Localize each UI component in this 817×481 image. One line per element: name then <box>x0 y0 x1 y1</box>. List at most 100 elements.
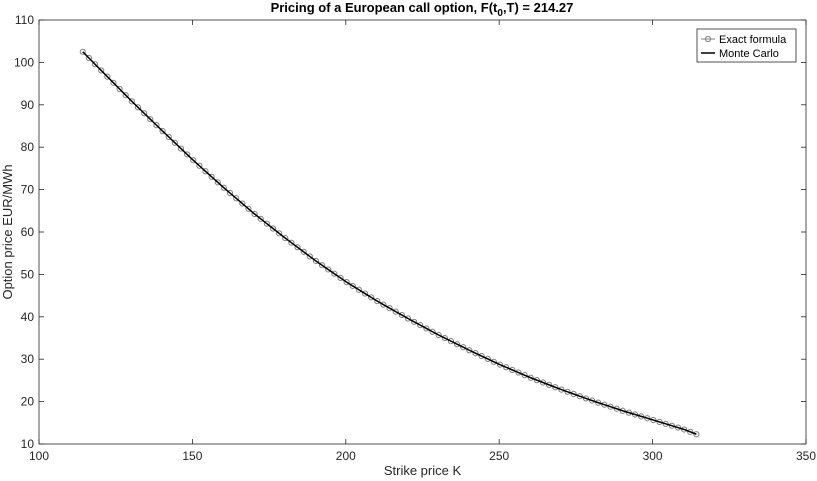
exact-formula-point <box>484 355 491 363</box>
exact-formula-point <box>386 305 393 312</box>
exact-formula-point <box>539 379 547 386</box>
exact-formula-point <box>447 338 455 345</box>
exact-formula-point <box>460 344 467 351</box>
exact-formula-point <box>398 311 405 319</box>
exact-formula-point <box>515 369 522 376</box>
series-monte-carlo-line <box>82 51 697 435</box>
x-axis-ticks: 100 150 200 250 300 350 <box>29 20 816 463</box>
axes-box <box>38 19 807 445</box>
exact-formula-point <box>325 266 332 273</box>
exact-formula-point <box>374 298 381 305</box>
x-tick-label: 100 <box>29 449 49 463</box>
exact-formula-point <box>276 230 283 237</box>
exact-formula-point <box>368 294 375 301</box>
exact-formula-point <box>558 386 565 393</box>
exact-formula-point <box>650 416 657 424</box>
exact-formula-point <box>693 431 700 438</box>
exact-formula-point <box>183 151 191 158</box>
exact-formula-point <box>582 395 590 402</box>
exact-formula-point <box>521 372 528 379</box>
y-tick-label: 110 <box>15 13 34 27</box>
exact-formula-point <box>527 374 534 381</box>
exact-formula-point <box>595 399 602 406</box>
exact-formula-point <box>202 168 209 175</box>
y-tick-label: 100 <box>14 55 34 69</box>
exact-formula-point <box>674 424 682 431</box>
exact-formula-point <box>417 322 424 329</box>
exact-formula-point <box>116 85 123 93</box>
exact-formula-point <box>288 239 295 246</box>
exact-formula-point <box>79 48 86 55</box>
exact-formula-point <box>122 92 129 99</box>
exact-formula-point <box>257 215 264 222</box>
legend: Exact formula Monte Carlo <box>696 28 797 63</box>
y-tick-label: 10 <box>21 437 35 451</box>
exact-formula-point <box>361 290 369 297</box>
exact-formula-point <box>226 189 234 197</box>
exact-formula-point <box>625 409 632 416</box>
y-tick-label: 30 <box>21 352 35 366</box>
exact-formula-point <box>196 162 203 169</box>
legend-label-exact-formula: Exact formula <box>719 34 787 46</box>
exact-formula-point <box>331 270 338 277</box>
exact-formula-point <box>269 225 277 232</box>
exact-formula-point <box>490 358 497 365</box>
exact-formula-point <box>312 257 320 265</box>
exact-formula-point <box>239 200 246 207</box>
exact-formula-point <box>392 308 399 315</box>
x-tick-label: 250 <box>489 449 509 463</box>
exact-formula-point <box>380 301 387 308</box>
exact-formula-point <box>570 390 577 398</box>
series-layer <box>79 48 700 438</box>
title-subscript: 0 <box>497 8 503 19</box>
exact-formula-point <box>662 420 669 427</box>
exact-formula-point <box>404 315 412 322</box>
exact-formula-point <box>171 139 178 146</box>
x-axis-label: Strike price K <box>384 463 462 478</box>
exact-formula-point <box>478 352 485 360</box>
exact-formula-point <box>190 157 197 164</box>
exact-formula-point <box>644 415 651 422</box>
exact-formula-point <box>104 73 111 80</box>
exact-formula-point <box>294 244 301 251</box>
exact-formula-point <box>343 279 350 286</box>
exact-formula-point <box>472 350 479 357</box>
y-axis-ticks: 10 20 30 40 50 60 70 80 90 100 110 <box>14 13 806 451</box>
exact-formula-point <box>613 405 620 412</box>
exact-formula-point <box>147 116 154 123</box>
exact-formula-point <box>208 173 215 180</box>
exact-formula-point <box>441 334 448 342</box>
exact-formula-point <box>220 184 228 191</box>
y-tick-label: 80 <box>21 140 35 154</box>
exact-formula-point <box>429 328 436 335</box>
exact-formula-point <box>509 366 516 374</box>
x-tick-label: 200 <box>336 449 356 463</box>
exact-formula-point <box>85 54 93 62</box>
exact-formula-point <box>110 79 117 86</box>
chart-title: Pricing of a European call option, F(t0,… <box>271 0 574 19</box>
plot-area-frame <box>38 19 807 445</box>
exact-formula-point <box>165 133 172 140</box>
exact-formula-point <box>337 274 344 282</box>
y-tick-label: 50 <box>21 267 35 281</box>
x-tick-label: 150 <box>182 449 202 463</box>
exact-formula-point <box>349 282 356 290</box>
exact-formula-point <box>153 122 160 129</box>
exact-formula-point <box>607 403 614 410</box>
exact-formula-point <box>318 262 326 269</box>
exact-formula-point <box>306 253 313 260</box>
exact-formula-point <box>435 331 442 339</box>
exact-formula-point <box>631 411 639 418</box>
legend-box <box>696 28 797 63</box>
exact-formula-point <box>263 220 270 227</box>
exact-formula-point <box>496 361 504 368</box>
exact-formula-point <box>411 318 418 325</box>
y-tick-label: 60 <box>21 225 35 239</box>
title-tail: ,T) = 214.27 <box>503 0 573 15</box>
exact-formula-point <box>453 341 461 348</box>
exact-formula-point <box>282 235 289 242</box>
exact-formula-point <box>681 426 688 433</box>
exact-formula-point <box>564 388 571 395</box>
exact-formula-point <box>423 325 430 332</box>
